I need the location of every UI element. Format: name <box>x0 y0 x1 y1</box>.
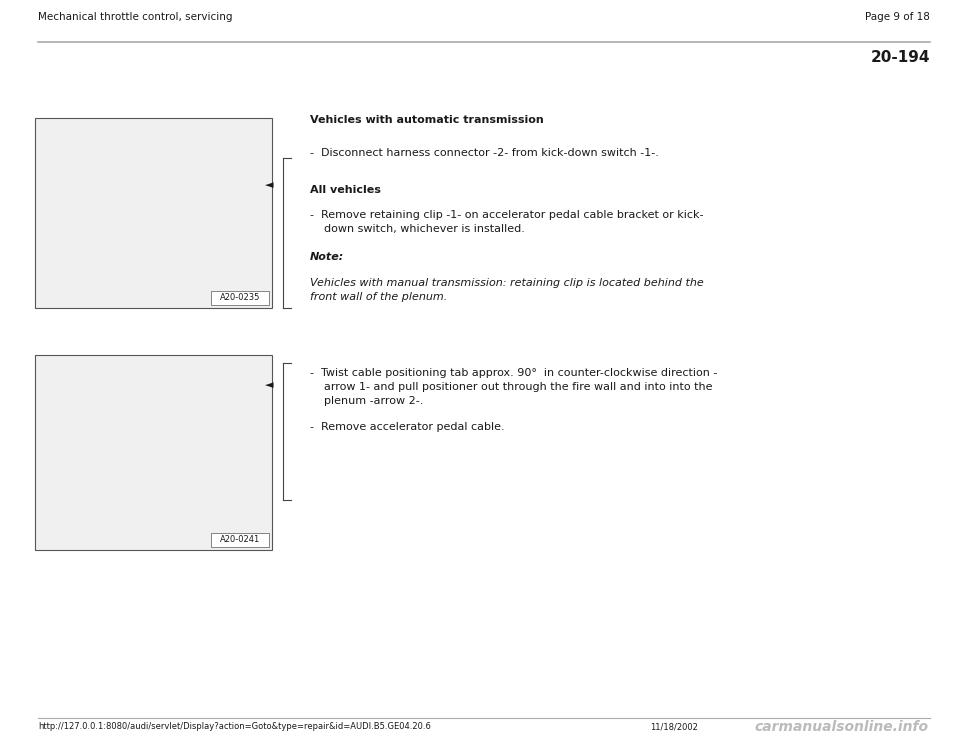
Text: -  Disconnect harness connector -2- from kick-down switch -1-.: - Disconnect harness connector -2- from … <box>310 148 659 158</box>
Text: A20-0235: A20-0235 <box>220 294 260 303</box>
Text: front wall of the plenum.: front wall of the plenum. <box>310 292 447 302</box>
Bar <box>211 533 269 547</box>
Text: ◄: ◄ <box>265 380 273 390</box>
Text: 11/18/2002: 11/18/2002 <box>650 722 698 731</box>
Text: carmanualsonline.info: carmanualsonline.info <box>754 720 928 734</box>
Text: Mechanical throttle control, servicing: Mechanical throttle control, servicing <box>38 12 232 22</box>
Text: A20-0241: A20-0241 <box>220 536 260 545</box>
Text: Vehicles with manual transmission: retaining clip is located behind the: Vehicles with manual transmission: retai… <box>310 278 704 288</box>
Text: Page 9 of 18: Page 9 of 18 <box>865 12 930 22</box>
Text: All vehicles: All vehicles <box>310 185 381 195</box>
Text: http://127.0.0.1:8080/audi/servlet/Display?action=Goto&type=repair&id=AUDI.B5.GE: http://127.0.0.1:8080/audi/servlet/Displ… <box>38 722 431 731</box>
Text: Vehicles with automatic transmission: Vehicles with automatic transmission <box>310 115 543 125</box>
Text: down switch, whichever is installed.: down switch, whichever is installed. <box>310 224 525 234</box>
Text: -  Remove retaining clip -1- on accelerator pedal cable bracket or kick-: - Remove retaining clip -1- on accelerat… <box>310 210 704 220</box>
Text: -  Twist cable positioning tab approx. 90°  in counter-clockwise direction -: - Twist cable positioning tab approx. 90… <box>310 368 717 378</box>
Text: -  Remove accelerator pedal cable.: - Remove accelerator pedal cable. <box>310 422 505 432</box>
Text: Note:: Note: <box>310 252 345 262</box>
Text: ◄: ◄ <box>265 180 273 190</box>
Text: plenum -arrow 2-.: plenum -arrow 2-. <box>310 396 423 406</box>
Bar <box>35 118 272 308</box>
Bar <box>211 291 269 305</box>
Text: 20-194: 20-194 <box>871 50 930 65</box>
Bar <box>35 355 272 550</box>
Text: arrow 1- and pull positioner out through the fire wall and into into the: arrow 1- and pull positioner out through… <box>310 382 712 392</box>
